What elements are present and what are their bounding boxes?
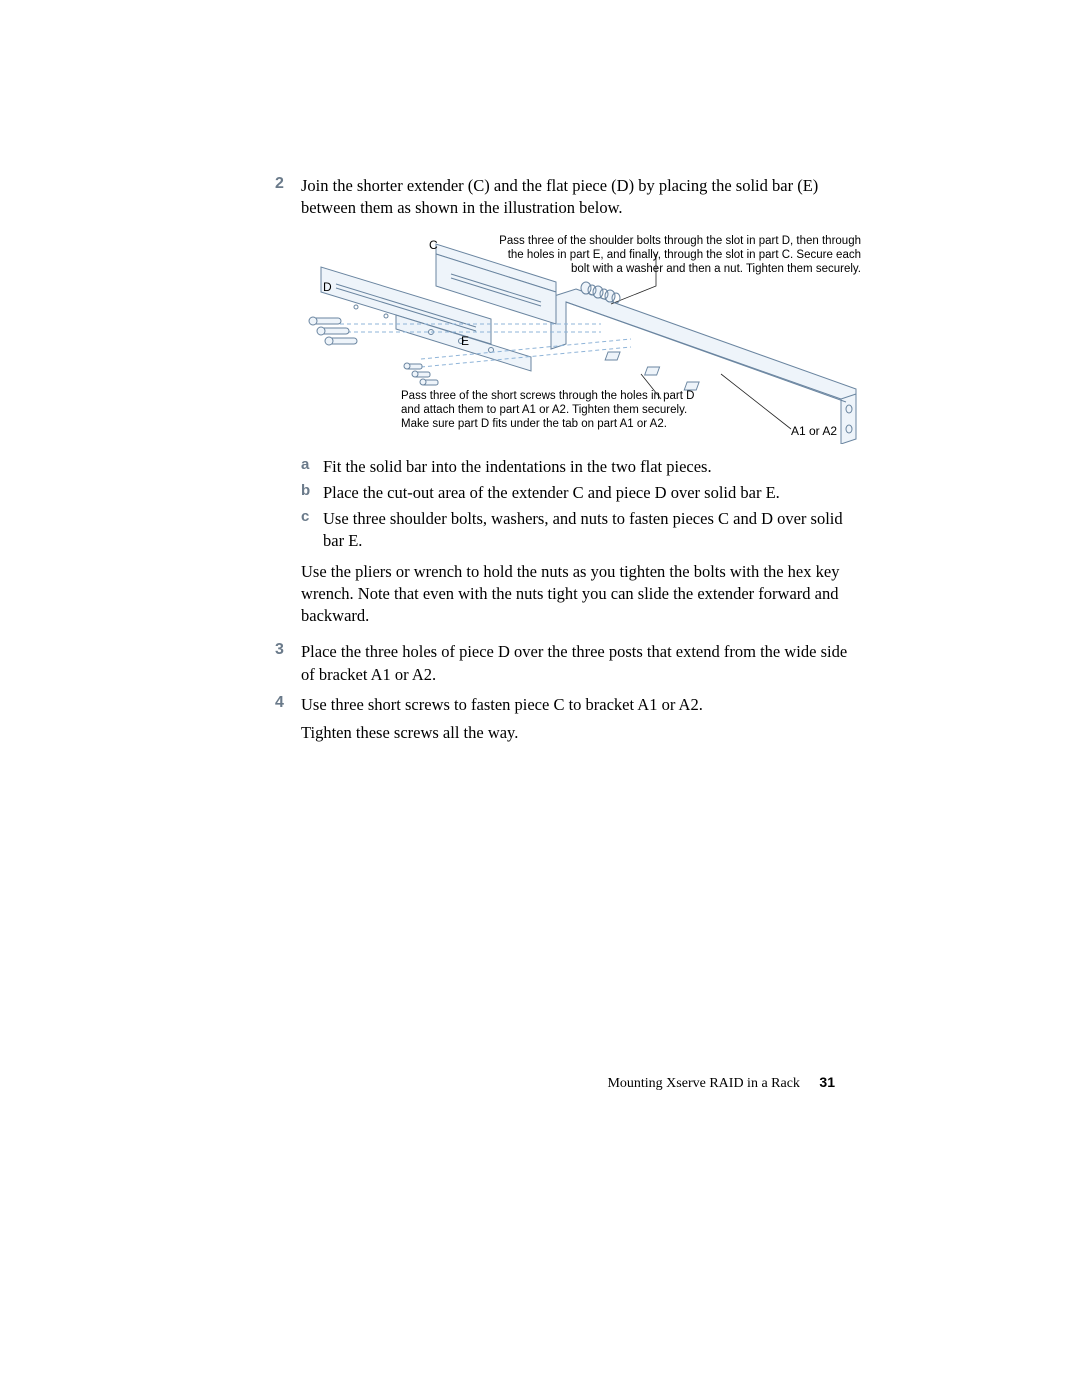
- substep-a-text: Fit the solid bar into the indentations …: [323, 456, 855, 478]
- substep-c-letter: c: [301, 508, 323, 553]
- step-4-text: Use three short screws to fasten piece C…: [301, 695, 703, 714]
- step-4-after: Tighten these screws all the way.: [301, 722, 855, 744]
- page-footer: Mounting Xserve RAID in a Rack 31: [607, 1074, 835, 1092]
- substep-b-letter: b: [301, 482, 323, 504]
- diagram-label-a: A1 or A2: [791, 424, 837, 438]
- step-2-number: 2: [275, 175, 301, 220]
- diagram-callout-bottom: Pass three of the short screws through t…: [401, 389, 701, 432]
- footer-title: Mounting Xserve RAID in a Rack: [607, 1076, 799, 1091]
- substep-b-text: Place the cut-out area of the extender C…: [323, 482, 855, 504]
- step-2-text: Join the shorter extender (C) and the fl…: [301, 175, 855, 220]
- step-3-number: 3: [275, 641, 301, 686]
- note-paragraph: Use the pliers or wrench to hold the nut…: [301, 561, 855, 628]
- step-3-text: Place the three holes of piece D over th…: [301, 641, 855, 686]
- diagram-label-d: D: [323, 280, 332, 294]
- diagram-label-c: C: [429, 238, 438, 252]
- substep-a-letter: a: [301, 456, 323, 478]
- diagram-label-e: E: [461, 334, 469, 348]
- assembly-diagram: .ln { stroke:#6a85a0; stroke-width:1; fi…: [301, 234, 861, 444]
- footer-page-number: 31: [819, 1074, 835, 1090]
- substep-c-text: Use three shoulder bolts, washers, and n…: [323, 508, 855, 553]
- diagram-callout-top: Pass three of the shoulder bolts through…: [491, 234, 861, 277]
- step-4-number: 4: [275, 694, 301, 745]
